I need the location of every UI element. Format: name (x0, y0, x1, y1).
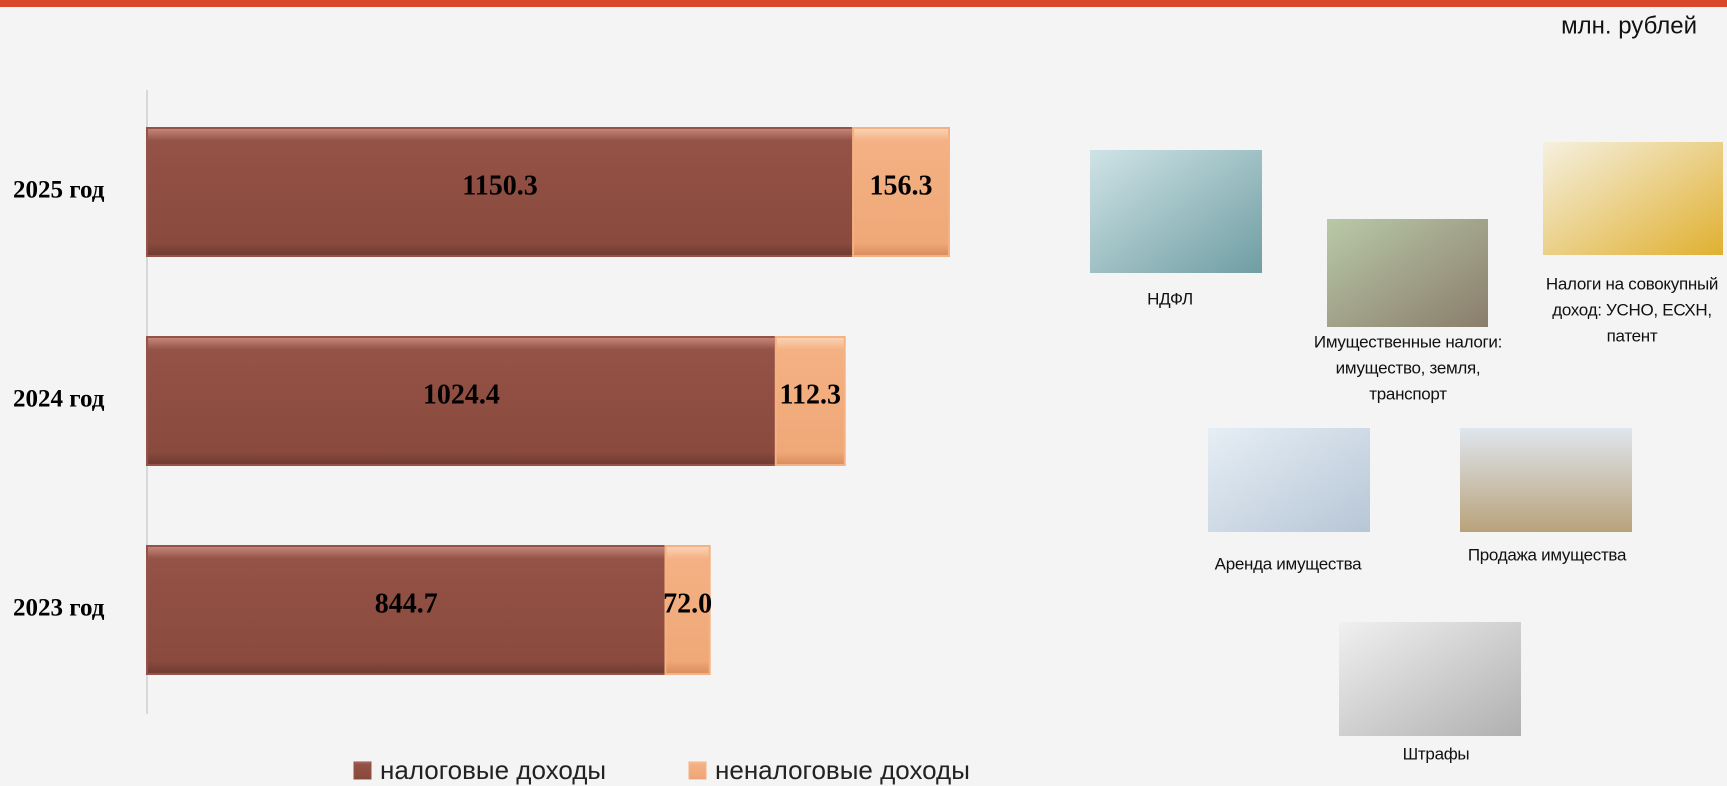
photo-caption: Имущественные налоги: (1314, 332, 1502, 351)
value-label: 156.3 (870, 170, 933, 201)
photo (1460, 428, 1632, 532)
category-label: 2023 год (13, 595, 105, 622)
photo (1327, 219, 1488, 327)
photo-caption: транспорт (1369, 384, 1447, 403)
slide: млн. рублей 2025 год 1150.3 156.3 2024 год 1… (0, 0, 1727, 786)
photo-caption: Налоги на совокупный (1546, 274, 1718, 293)
photo-caption: доход: УСНО, ЕСХН, (1552, 300, 1712, 319)
photo (1208, 428, 1370, 532)
legend-marker (689, 762, 706, 779)
value-label: 112.3 (780, 379, 841, 410)
value-label: 72.0 (663, 588, 712, 619)
value-label: 844.7 (375, 588, 438, 619)
photo-caption: Аренда имущества (1215, 554, 1362, 573)
photo-caption: Штрафы (1403, 744, 1470, 763)
legend-label: неналоговые доходы (715, 755, 970, 785)
photo (1090, 150, 1262, 273)
photos (1090, 142, 1723, 736)
value-label: 1024.4 (423, 379, 500, 410)
unit-label: млн. рублей (1561, 12, 1697, 39)
legend-marker (354, 762, 371, 779)
legend-label: налоговые доходы (380, 755, 606, 785)
photo (1543, 142, 1723, 255)
photo (1339, 622, 1521, 736)
category-label: 2025 год (13, 177, 105, 204)
photo-caption: Продажа имущества (1468, 545, 1627, 564)
top-stripe (0, 0, 1727, 7)
photo-caption: имущество, земля, (1336, 358, 1481, 377)
photo-caption: патент (1607, 326, 1658, 345)
value-label: 1150.3 (462, 170, 537, 201)
category-label: 2024 год (13, 386, 105, 413)
photo-caption: НДФЛ (1147, 289, 1193, 308)
